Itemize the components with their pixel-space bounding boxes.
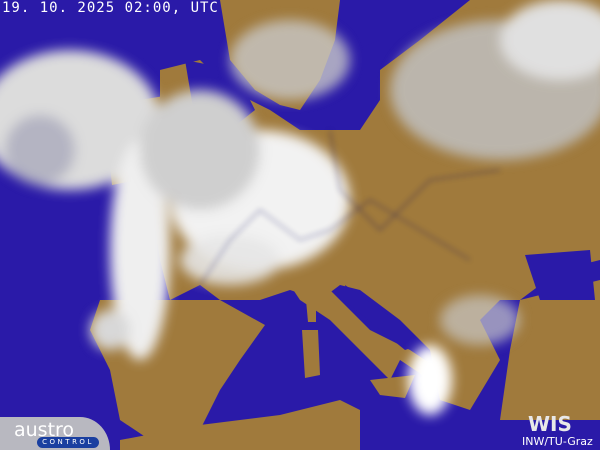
austro-control-wordmark: austro (14, 419, 75, 441)
black-sea (525, 250, 595, 300)
timestamp: 19. 10. 2025 02:00, UTC (2, 0, 219, 16)
turkey (500, 280, 600, 420)
wis-logo: WIS (528, 412, 572, 436)
country-borders (199, 129, 501, 286)
clouds (0, 0, 600, 415)
austro-control-logo: austro CONTROL (0, 417, 110, 450)
italy (290, 280, 440, 380)
corsica (306, 298, 316, 322)
sardinia (302, 330, 320, 378)
austro-control-subtitle: CONTROL (37, 437, 99, 448)
adriatic (345, 285, 420, 350)
africa (120, 400, 360, 450)
baltic-sea (300, 40, 380, 130)
sicily (370, 375, 415, 398)
credit-text: INW/TU-Graz (522, 435, 593, 448)
